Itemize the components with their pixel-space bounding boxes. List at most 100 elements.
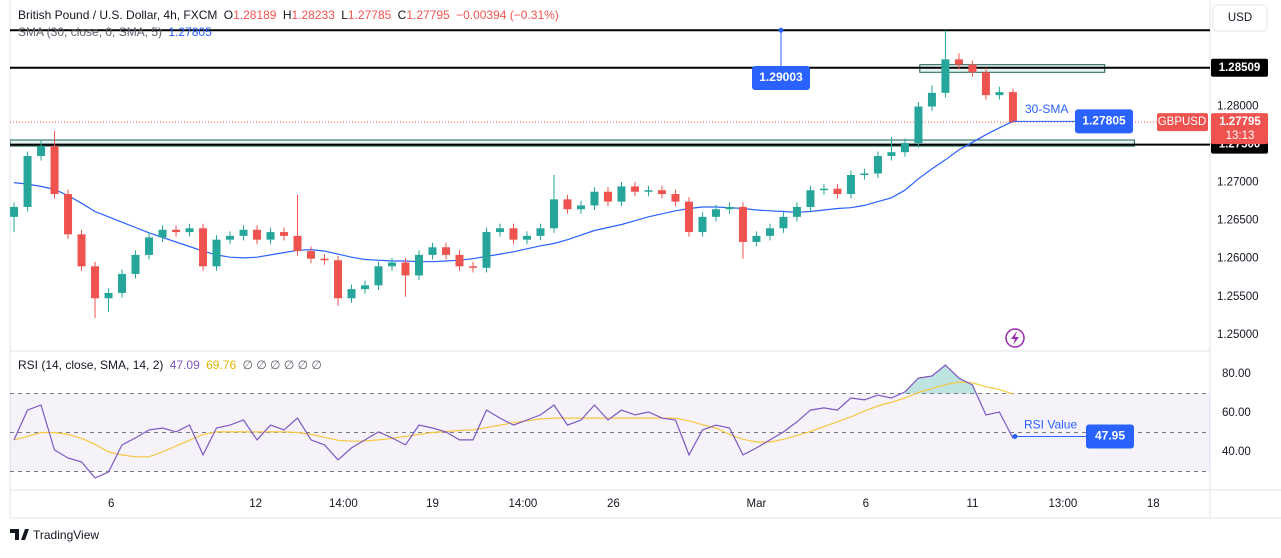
candle-body — [293, 235, 302, 252]
x-tick-label: 12 — [249, 498, 262, 510]
x-tick-label: 11 — [966, 498, 978, 510]
candle-body — [995, 92, 1004, 96]
sma-tag-box — [1075, 109, 1133, 134]
candle-body — [914, 106, 923, 144]
ohlc-value: 1.28189 — [233, 8, 277, 22]
candle-body — [644, 190, 653, 192]
ohlc-value: 1.27785 — [348, 8, 392, 22]
brand-name: TradingView — [33, 528, 99, 542]
candle-body — [158, 229, 167, 238]
candle-body — [77, 234, 86, 267]
candle-body — [145, 237, 154, 255]
x-tick-label: 14:00 — [509, 498, 538, 510]
currency-button[interactable] — [1212, 4, 1268, 32]
candle-body — [671, 194, 680, 202]
x-tick-label: 6 — [108, 498, 114, 510]
candle-body — [779, 216, 788, 229]
ohlc-letter: L — [341, 8, 348, 22]
candle-body — [104, 292, 113, 299]
x-tick-label: 13:00 — [1048, 498, 1077, 510]
price-pane — [10, 29, 1210, 319]
currency-label[interactable]: USD — [1228, 12, 1252, 24]
candle-body — [320, 258, 329, 261]
na-values: ∅ ∅ ∅ ∅ ∅ ∅ — [242, 358, 321, 372]
ohlc-letter: O — [224, 8, 233, 22]
ohlc-letter: H — [283, 8, 292, 22]
ohlc-value: 1.28233 — [292, 8, 336, 22]
rsi-pane — [10, 364, 1210, 479]
candle-body — [199, 228, 208, 267]
candle-body — [280, 232, 289, 236]
x-tick-label: Mar — [747, 498, 767, 510]
candle-body — [725, 206, 734, 210]
ohlc-letter: C — [398, 8, 407, 22]
brand-logo — [10, 529, 29, 540]
sma-annotation: 30-SMA — [1025, 102, 1068, 116]
ohlc-legend: British Pound / U.S. Dollar, 4h, FXCM O1… — [18, 8, 559, 22]
last-price-label: 1.27795 — [1219, 116, 1261, 128]
candle-body — [563, 199, 572, 210]
candle-body — [698, 216, 707, 233]
candle-body — [509, 228, 518, 240]
rsi-tick-label: 40.00 — [1222, 446, 1251, 458]
candle-body — [522, 235, 531, 240]
candle-body — [185, 228, 194, 233]
candle-body — [334, 260, 343, 299]
candle-body — [374, 266, 383, 286]
overbought-fill — [14, 365, 1013, 394]
change: −0.00394 (−0.31%) — [456, 8, 559, 22]
x-tick-label: 18 — [1147, 498, 1160, 510]
x-tick-label: 19 — [426, 498, 439, 510]
candle-body — [118, 273, 127, 293]
candle-body — [833, 188, 842, 195]
rsi-annotation-value: 47.95 — [1095, 429, 1125, 443]
candle-body — [711, 209, 720, 217]
candle-body — [91, 266, 100, 299]
rsi-annotation-box — [1086, 424, 1134, 449]
sma-tag: 1.27805 — [1082, 114, 1126, 128]
candle-body — [549, 199, 558, 229]
candle-body — [765, 228, 774, 236]
rsi-tick-label: 80.00 — [1222, 368, 1251, 380]
rsi-tick-label: 60.00 — [1222, 407, 1251, 419]
rsi-line — [13, 364, 1014, 479]
x-tick-label: 26 — [607, 498, 620, 510]
candle-body — [846, 175, 855, 195]
candle-body — [23, 155, 32, 207]
rsi-value: 47.09 — [170, 358, 200, 372]
candle-body — [239, 229, 248, 236]
candle-body — [873, 155, 882, 174]
candle-body — [954, 59, 963, 65]
y-tick-label: 1.26000 — [1217, 253, 1259, 265]
candle-body — [253, 229, 262, 240]
sma-line — [13, 120, 1014, 263]
candle-body — [806, 190, 815, 207]
sma-legend: SMA (30, close, 0, SMA, 5) 1.27805 — [18, 25, 212, 39]
candle-body — [738, 206, 747, 242]
sma-value: 1.27805 — [168, 25, 212, 39]
candle-body — [347, 289, 356, 299]
callout-dot — [778, 27, 784, 33]
candle-body — [226, 235, 235, 240]
candle-body — [590, 191, 599, 206]
candle-body — [603, 191, 612, 202]
sma-name: SMA (30, close, 0, SMA, 5) — [18, 25, 162, 39]
candle-body — [361, 285, 370, 290]
candle-body — [307, 251, 316, 259]
y-tick-label: 1.28000 — [1217, 101, 1259, 113]
candle-body — [64, 194, 73, 235]
candle-body — [981, 72, 990, 96]
candle-body — [495, 228, 504, 233]
candle-body — [617, 186, 626, 202]
candle-body — [968, 64, 977, 73]
candle-body — [792, 206, 801, 217]
callout-box — [752, 66, 810, 90]
candle-body — [441, 247, 450, 255]
countdown: 13:13 — [1226, 130, 1255, 142]
callout-label: 1.29003 — [759, 70, 803, 84]
candle-body — [819, 188, 828, 191]
candle-body — [37, 146, 46, 156]
candle-body — [388, 262, 397, 267]
